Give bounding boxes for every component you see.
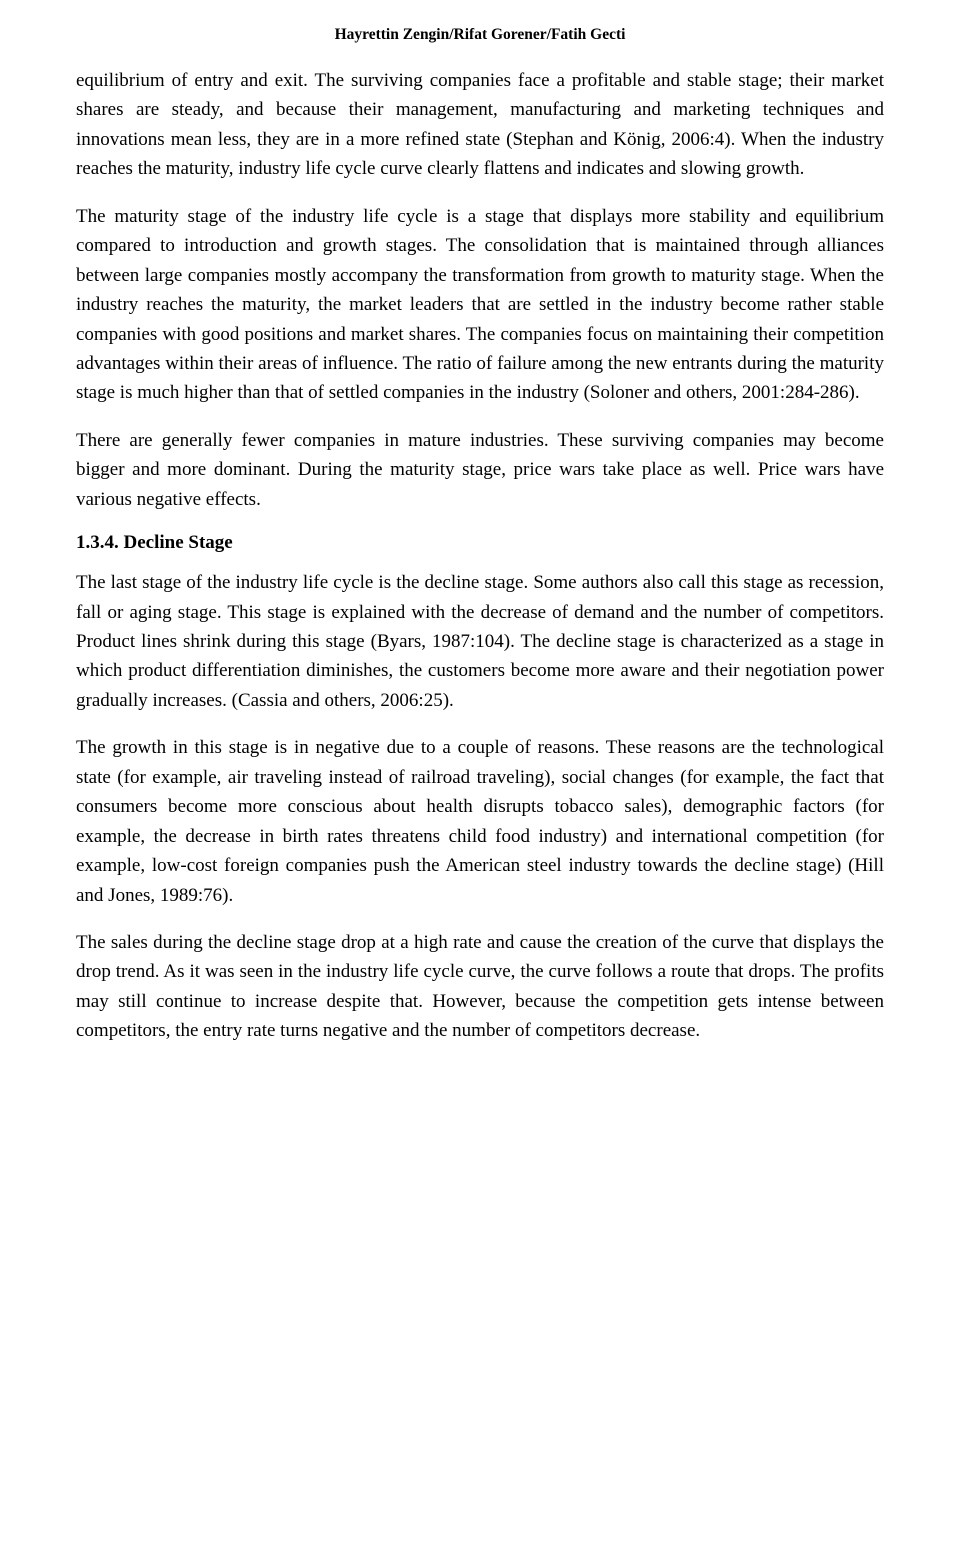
body-paragraph: The last stage of the industry life cycl…	[76, 568, 884, 715]
body-paragraph: The sales during the decline stage drop …	[76, 928, 884, 1046]
body-paragraph: There are generally fewer companies in m…	[76, 426, 884, 514]
section-heading: 1.3.4. Decline Stage	[76, 532, 884, 554]
body-paragraph: equilibrium of entry and exit. The survi…	[76, 66, 884, 184]
body-paragraph: The growth in this stage is in negative …	[76, 733, 884, 910]
page-header-authors: Hayrettin Zengin/Rifat Gorener/Fatih Gec…	[76, 26, 884, 44]
document-page: Hayrettin Zengin/Rifat Gorener/Fatih Gec…	[0, 0, 960, 1544]
body-paragraph: The maturity stage of the industry life …	[76, 202, 884, 408]
